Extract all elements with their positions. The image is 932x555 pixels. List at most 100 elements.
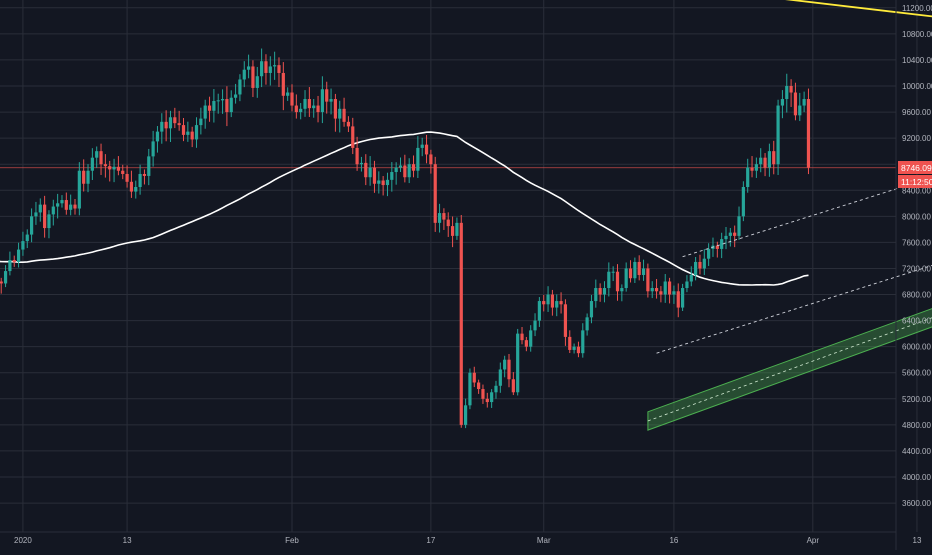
candle-up [273, 65, 277, 67]
candle-down [477, 382, 481, 390]
candle-up [702, 258, 706, 269]
candle-up [490, 392, 494, 403]
candle-down [294, 105, 298, 113]
candle-down [177, 123, 181, 126]
candle-up [3, 271, 8, 284]
price-tick-label: 9200.00 [902, 134, 931, 143]
candle-up [199, 118, 203, 126]
dashed-channel-upper [682, 177, 932, 258]
candle-up [546, 294, 550, 305]
candle-down [550, 294, 554, 308]
candle-down [511, 379, 515, 393]
candle-down [563, 304, 568, 337]
candle-down [733, 232, 737, 236]
candle-up [581, 330, 585, 354]
candle-down [342, 108, 346, 122]
candle-down [333, 99, 337, 119]
candle-up [51, 206, 55, 215]
candle-down [654, 288, 659, 292]
candle-up [247, 66, 251, 70]
candle-down [568, 336, 572, 350]
candle-up [86, 170, 90, 184]
candle-down [307, 99, 311, 109]
candle-down [403, 165, 407, 178]
candle-down [507, 359, 511, 380]
candle-up [229, 97, 233, 113]
candle-up [34, 212, 38, 217]
price-tick-label: 8400.00 [902, 186, 931, 195]
candle-down [772, 151, 776, 165]
candle-down [181, 125, 186, 135]
candle-down [121, 170, 125, 174]
price-tick-label: 6000.00 [902, 343, 931, 352]
price-axis[interactable]: 3600.00 4000.00 4400.00 4800.00 5200.00 5600.… [902, 4, 932, 508]
candle-up [216, 100, 220, 102]
candle-down [99, 151, 103, 165]
candle-up [359, 162, 364, 165]
candle-down [12, 259, 16, 262]
candle-up [689, 274, 693, 282]
candle-up [242, 69, 246, 80]
candle-up [416, 147, 420, 171]
candle-up [589, 301, 594, 318]
candle-down [277, 65, 281, 73]
candle-up [681, 288, 685, 308]
candle-up [720, 239, 724, 249]
candle-up [607, 271, 611, 289]
candle-down [750, 167, 754, 171]
candle-down [676, 291, 680, 308]
price-tick-label: 5200.00 [902, 395, 931, 404]
candle-down [442, 213, 446, 220]
price-tick-label: 7600.00 [902, 238, 931, 247]
candle-up [286, 92, 290, 96]
candle-down [424, 144, 429, 155]
candle-up [25, 234, 29, 242]
candle-up [672, 291, 676, 295]
candle-up [30, 216, 34, 235]
candle-up [594, 288, 598, 302]
time-tick-label: Apr [807, 536, 820, 545]
current-price-badge-bg [898, 161, 932, 174]
candle-down [364, 162, 368, 178]
candle-down [628, 268, 633, 279]
candle-up [611, 271, 615, 273]
candle-up [303, 99, 307, 109]
candle-down [559, 301, 563, 305]
candle-up [398, 165, 403, 168]
candle-down [116, 166, 120, 171]
price-tick-label: 6400.00 [902, 317, 931, 326]
candle-up [767, 151, 771, 168]
candle-up [69, 204, 73, 210]
candle-down [615, 271, 620, 292]
countdown-badge-bg [898, 175, 932, 188]
candle-down [325, 89, 329, 102]
dashed-channel-mid [656, 264, 932, 354]
candle-down [763, 157, 767, 168]
candle-up [503, 359, 507, 370]
candle-up [238, 79, 242, 95]
candle-up [685, 281, 689, 289]
candle-up [95, 151, 99, 158]
candle-down [698, 261, 702, 269]
candle-up [650, 288, 654, 292]
candle-down [659, 291, 663, 295]
time-axis[interactable]: Dec16202013Feb17Mar16Apr13May18Jun15 [0, 531, 932, 545]
candle-down [472, 372, 476, 383]
candle-up [516, 333, 520, 393]
candle-up [329, 99, 333, 102]
price-tick-label: 10000.00 [902, 82, 932, 91]
candle-down [43, 204, 47, 229]
annotation-layer-front [647, 0, 932, 422]
candle-down [355, 147, 359, 165]
candle-up [155, 131, 160, 142]
candle-up [8, 259, 12, 272]
candle-up [134, 187, 138, 192]
candle-down [381, 180, 385, 186]
candle-down [64, 200, 68, 210]
candle-down [225, 99, 229, 113]
candle-up [56, 203, 60, 207]
candle-down [646, 268, 650, 292]
